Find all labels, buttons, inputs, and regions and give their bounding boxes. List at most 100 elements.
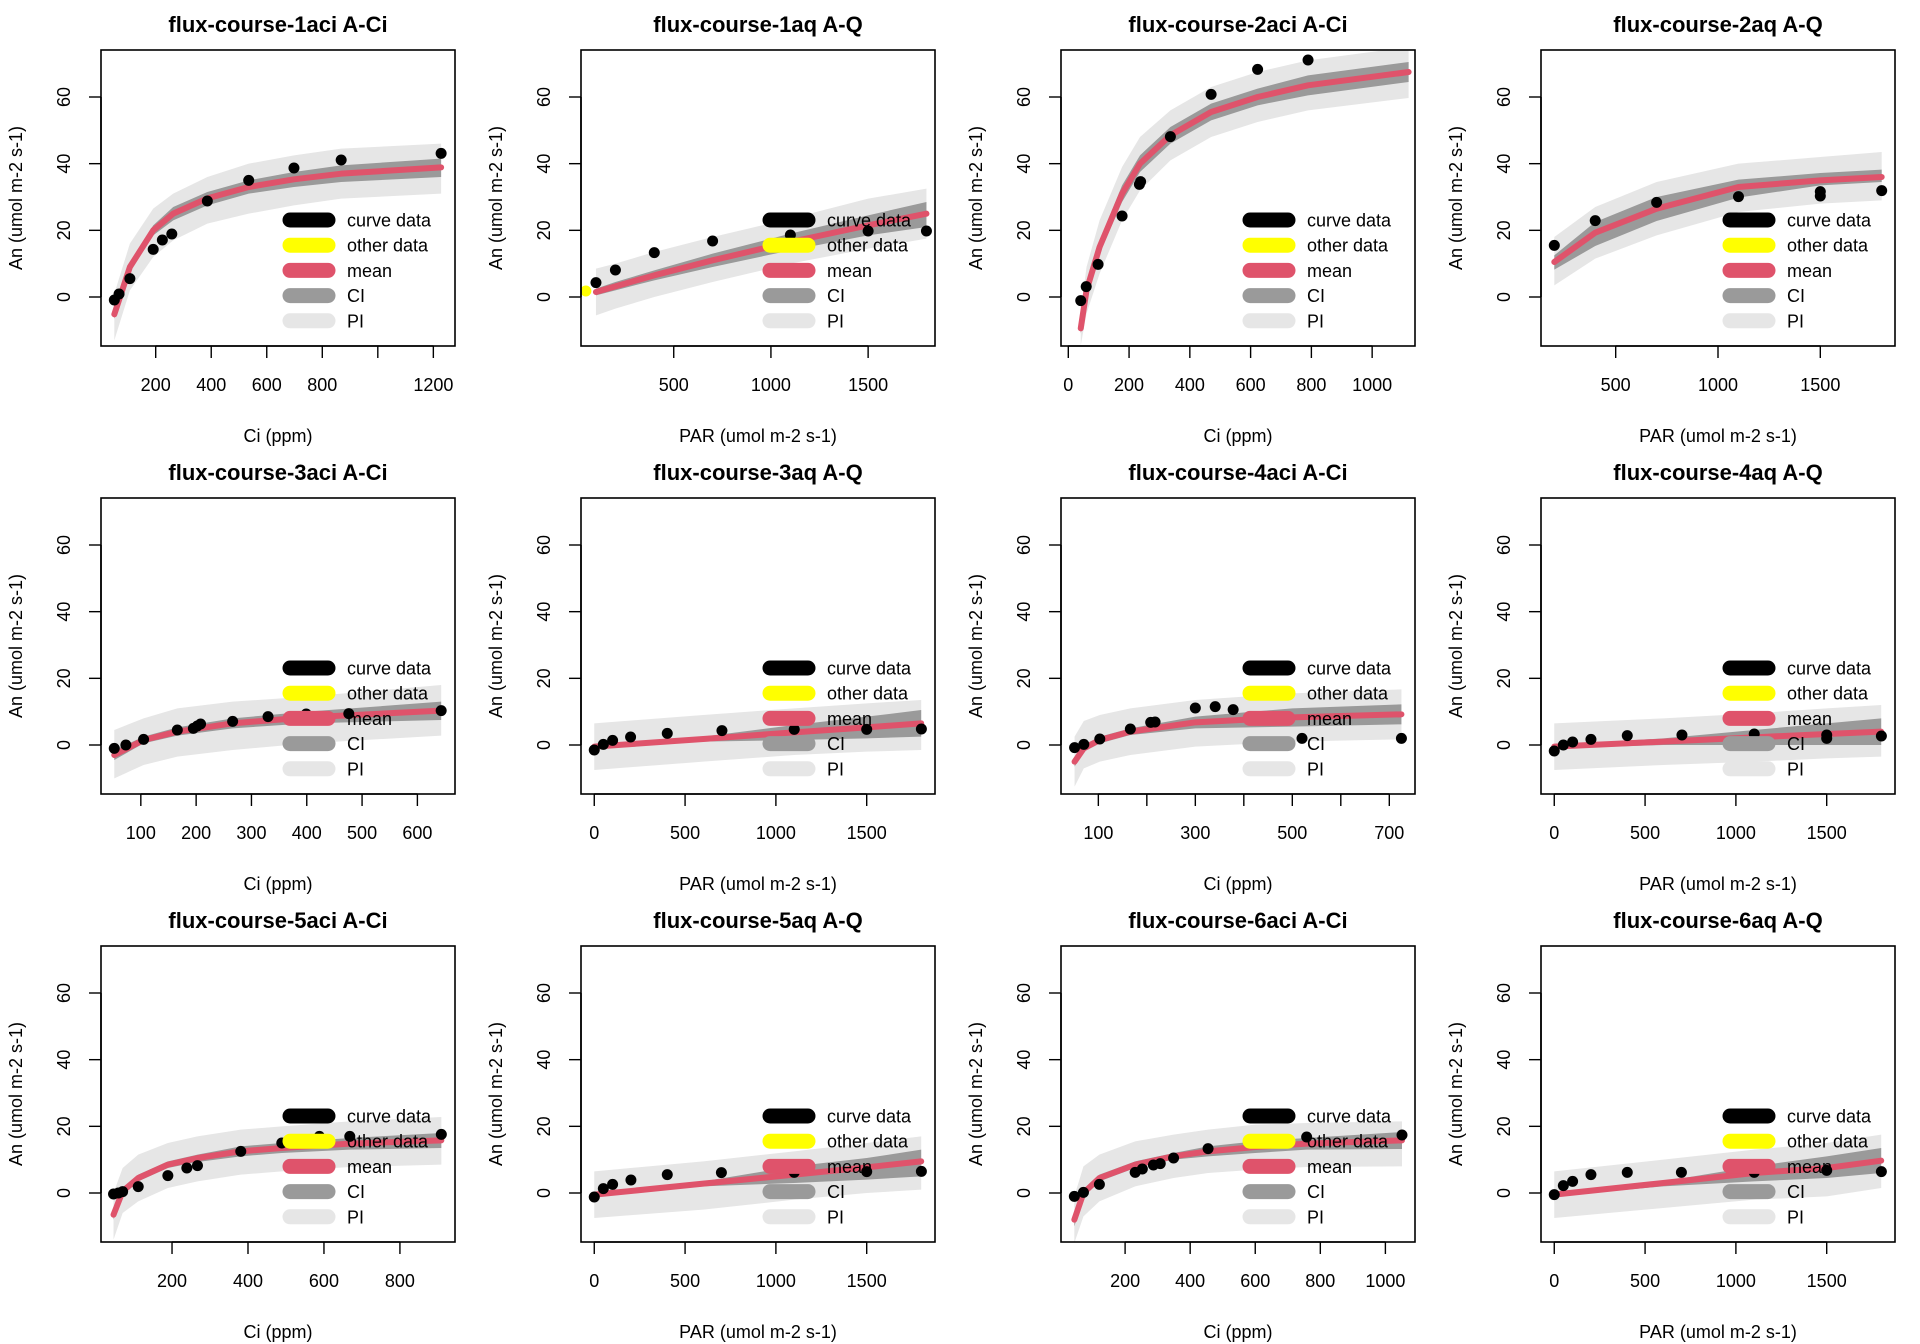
x-tick-label: 600 xyxy=(1236,375,1266,395)
y-tick-label: 40 xyxy=(54,154,74,174)
legend-label: PI xyxy=(1787,759,1804,779)
y-tick-label: 60 xyxy=(1494,983,1514,1003)
legend-label: other data xyxy=(1307,1132,1389,1152)
legend-label: curve data xyxy=(827,1107,912,1127)
curve-data-point xyxy=(861,723,873,735)
y-tick-label: 0 xyxy=(1494,292,1514,302)
curve-data-point xyxy=(648,247,660,259)
legend-label: CI xyxy=(827,286,845,306)
legend-label: PI xyxy=(1307,1207,1324,1227)
x-axis-label: PAR (umol m-2 s-1) xyxy=(1639,426,1797,446)
legend-label: curve data xyxy=(1787,1107,1872,1127)
curve-data-point xyxy=(1189,702,1201,714)
x-tick-label: 200 xyxy=(181,823,211,843)
curve-data-point xyxy=(1116,210,1128,222)
panel: curve data other data mean CI PI 0 20 40 60 500 10… xyxy=(486,12,936,446)
mean-line xyxy=(1551,174,1885,265)
curve-data-point xyxy=(1164,131,1176,143)
legend-label: mean xyxy=(347,1157,392,1177)
legend-label: other data xyxy=(1307,684,1389,704)
x-tick-label: 800 xyxy=(1305,1271,1335,1291)
curve-data-point xyxy=(162,1170,174,1182)
x-tick-label: 800 xyxy=(307,375,337,395)
x-axis-label: Ci (ppm) xyxy=(243,1322,312,1342)
y-tick-label: 40 xyxy=(1494,1050,1514,1070)
curve-data-point xyxy=(1651,196,1663,208)
legend-label: other data xyxy=(827,236,909,256)
legend-label: other data xyxy=(347,684,429,704)
y-tick-label: 20 xyxy=(1014,220,1034,240)
curve-data-point xyxy=(1149,716,1161,728)
curve-data-point xyxy=(1875,1166,1887,1178)
panel-title: flux-course-2aci A-Ci xyxy=(1128,12,1347,37)
curve-data-point xyxy=(1821,732,1833,744)
x-tick-label: 500 xyxy=(1630,823,1660,843)
legend-label: PI xyxy=(347,1207,364,1227)
x-tick-label: 600 xyxy=(402,823,432,843)
mean-line xyxy=(592,210,930,295)
y-axis-label: An (umol m-2 s-1) xyxy=(486,1022,506,1166)
y-tick-label: 60 xyxy=(1014,87,1034,107)
x-tick-label: 100 xyxy=(126,823,156,843)
x-axis-label: Ci (ppm) xyxy=(1203,1322,1272,1342)
plot-area xyxy=(1075,50,1412,346)
y-tick-label: 20 xyxy=(1494,1116,1514,1136)
curve-data-point xyxy=(915,723,927,735)
x-tick-label: 500 xyxy=(670,823,700,843)
legend-label: CI xyxy=(1787,286,1805,306)
y-tick-label: 20 xyxy=(1494,668,1514,688)
legend-label: mean xyxy=(347,261,392,281)
curve-data-point xyxy=(435,147,447,159)
x-tick-label: 1000 xyxy=(1365,1271,1405,1291)
plot-area xyxy=(1069,689,1407,787)
legend-label: curve data xyxy=(1787,211,1872,231)
panel-title: flux-course-3aci A-Ci xyxy=(168,460,387,485)
legend-label: CI xyxy=(1307,734,1325,754)
panel: curve data other data mean CI PI 0 20 40 60 0 500 1… xyxy=(486,460,936,894)
y-tick-label: 20 xyxy=(534,1116,554,1136)
curve-data-point xyxy=(1821,1164,1833,1176)
curve-data-point xyxy=(181,1162,193,1174)
legend-label: curve data xyxy=(347,211,432,231)
curve-data-point xyxy=(1302,54,1314,66)
ci-band xyxy=(114,158,442,319)
curve-data-point xyxy=(1154,1158,1166,1170)
curve-data-point xyxy=(1585,733,1597,745)
curve-data-point xyxy=(1124,723,1136,735)
panel: curve data other data mean CI PI 0 20 40 60 0 500 1… xyxy=(486,908,936,1342)
x-axis-label: Ci (ppm) xyxy=(243,426,312,446)
x-axis-label: Ci (ppm) xyxy=(1203,426,1272,446)
legend-label: mean xyxy=(827,709,872,729)
legend-label: CI xyxy=(1787,734,1805,754)
pi-band xyxy=(1074,689,1402,787)
x-tick-label: 1500 xyxy=(847,1271,887,1291)
legend-label: mean xyxy=(1787,1157,1832,1177)
curve-data-point xyxy=(1168,1152,1180,1164)
curve-data-point xyxy=(1876,185,1888,197)
x-axis-label: PAR (umol m-2 s-1) xyxy=(1639,874,1797,894)
curve-data-point xyxy=(1814,190,1826,202)
x-tick-label: 500 xyxy=(1601,375,1631,395)
curve-data-point xyxy=(715,1167,727,1179)
legend-label: other data xyxy=(1787,684,1869,704)
panel-title: flux-course-1aq A-Q xyxy=(653,12,862,37)
legend-label: CI xyxy=(1307,286,1325,306)
x-tick-label: 0 xyxy=(1549,823,1559,843)
x-axis-label: Ci (ppm) xyxy=(243,874,312,894)
curve-data-point xyxy=(1296,732,1308,744)
plot-area xyxy=(1548,705,1887,770)
curve-data-point xyxy=(227,715,239,727)
curve-data-point xyxy=(707,235,719,247)
legend-label: PI xyxy=(827,1207,844,1227)
x-tick-label: 500 xyxy=(1277,823,1307,843)
y-tick-label: 60 xyxy=(54,535,74,555)
curve-data-point xyxy=(588,744,600,756)
panel: curve data other data mean CI PI 0 20 40 60 200 40… xyxy=(6,12,456,446)
curve-data-point xyxy=(1080,281,1092,293)
y-tick-label: 60 xyxy=(54,87,74,107)
panel: curve data other data mean CI PI 0 20 40 60 200 40… xyxy=(6,908,456,1342)
legend-label: PI xyxy=(1307,311,1324,331)
curve-data-point xyxy=(1094,733,1106,745)
curve-data-point xyxy=(1589,215,1601,227)
y-tick-label: 0 xyxy=(1494,740,1514,750)
